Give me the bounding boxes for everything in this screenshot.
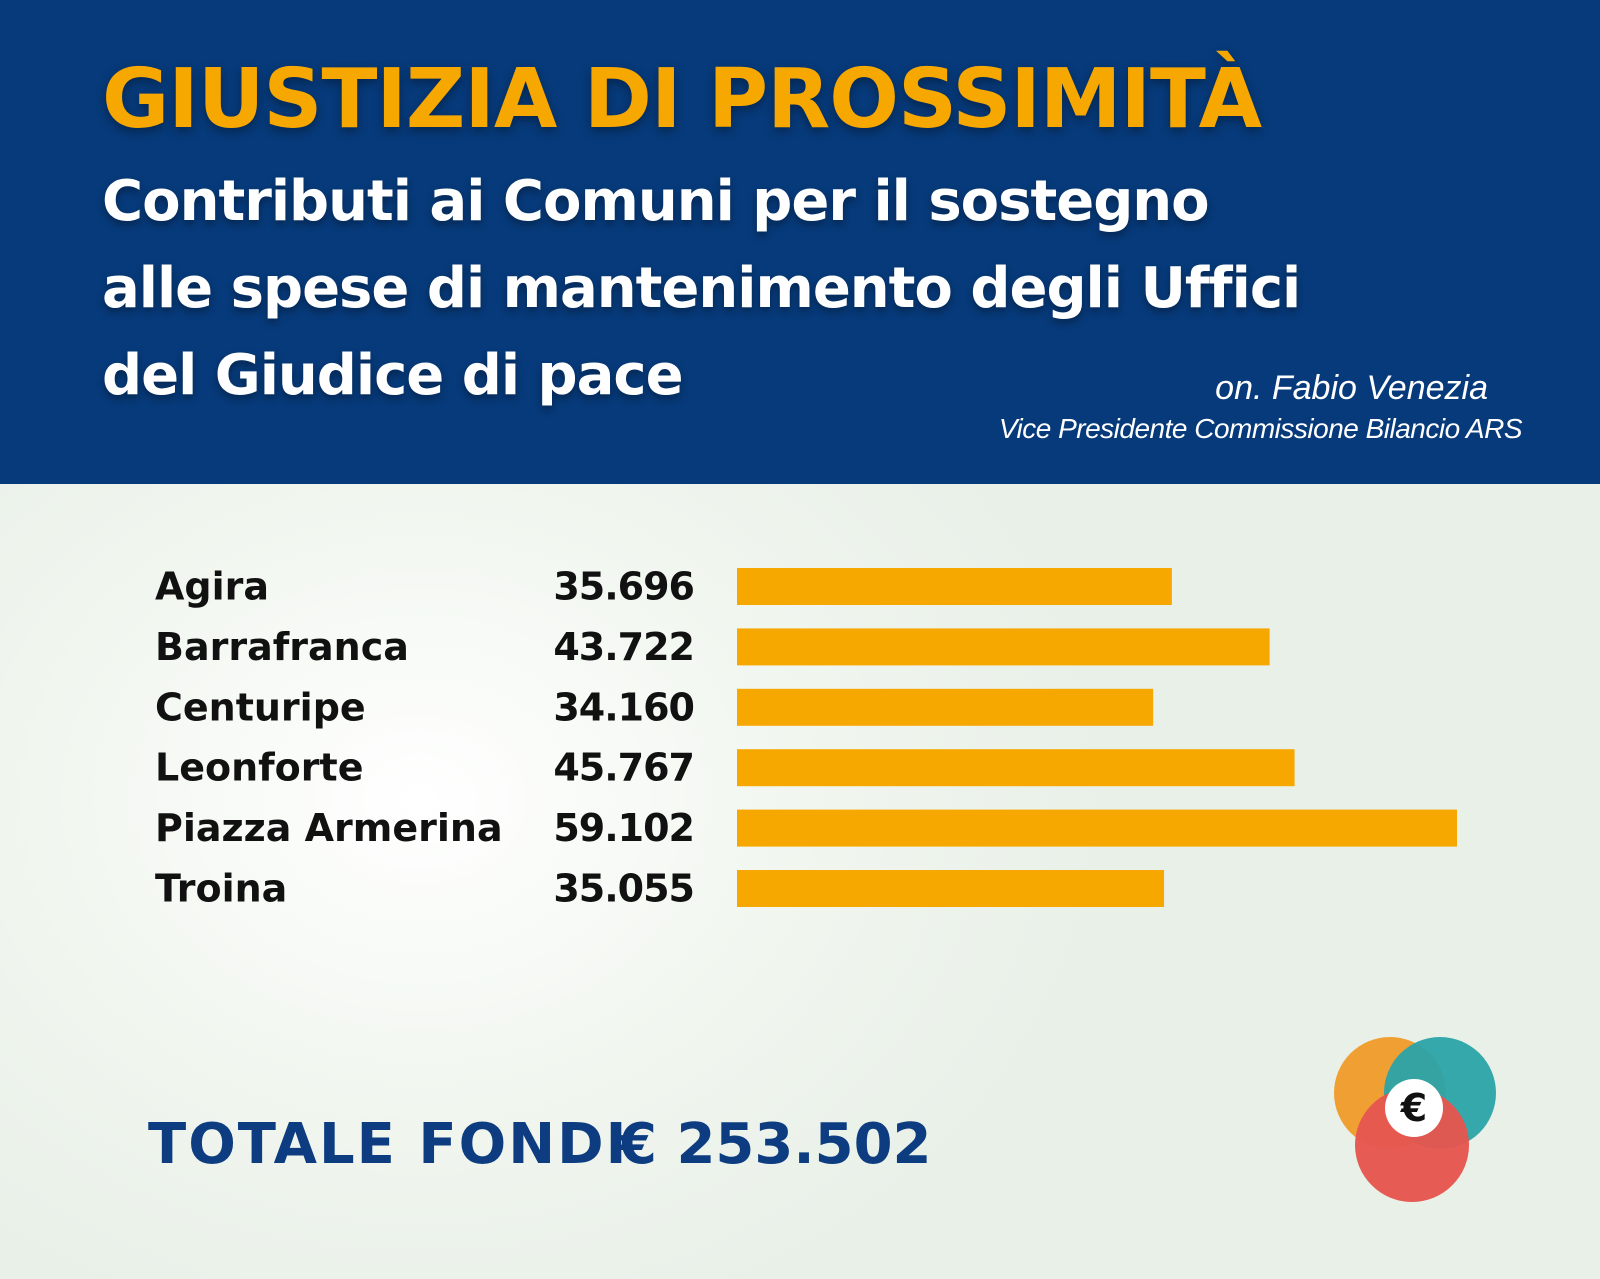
euro-symbol-bg — [1385, 1079, 1443, 1137]
bar — [737, 568, 1172, 605]
bar — [737, 749, 1295, 787]
value-label: 34.160 — [553, 685, 694, 729]
header-banner: GIUSTIZIA DI PROSSIMITÀ Contributi ai Co… — [0, 0, 1600, 484]
total-funds: TOTALE FONDI€ 253.502 — [148, 1112, 932, 1177]
bar — [737, 809, 1457, 847]
value-label: 45.767 — [553, 746, 694, 790]
bar — [737, 628, 1270, 666]
value-label: 35.055 — [553, 867, 694, 911]
euro-symbol: € — [1400, 1086, 1427, 1130]
category-label: Centuripe — [155, 685, 366, 729]
value-label: 59.102 — [553, 806, 694, 850]
value-label: 35.696 — [553, 565, 694, 609]
author-role: Vice Presidente Commissione Bilancio ARS — [998, 413, 1523, 444]
euro-coins-icon: € — [1334, 1037, 1496, 1202]
value-label: 43.722 — [553, 625, 694, 669]
category-label: Piazza Armerina — [155, 806, 503, 850]
subtitle-line-1: Contributi ai Comuni per il sostegno — [102, 169, 1210, 234]
category-label: Barrafranca — [155, 625, 409, 669]
category-label: Troina — [155, 867, 287, 911]
page-title: GIUSTIZIA DI PROSSIMITÀ — [102, 52, 1262, 147]
total-value: € 253.502 — [618, 1112, 932, 1177]
category-label: Agira — [155, 565, 269, 609]
bar — [737, 688, 1154, 726]
category-label: Leonforte — [155, 746, 363, 790]
subtitle-line-3: del Giudice di pace — [102, 343, 684, 408]
bar — [737, 870, 1165, 907]
page-subtitle: Contributi ai Comuni per il sostegno all… — [102, 158, 1301, 419]
subtitle-line-2: alle spese di mantenimento degli Uffici — [102, 256, 1301, 321]
author-name: on. Fabio Venezia — [1215, 369, 1488, 407]
total-label: TOTALE FONDI — [148, 1112, 629, 1177]
